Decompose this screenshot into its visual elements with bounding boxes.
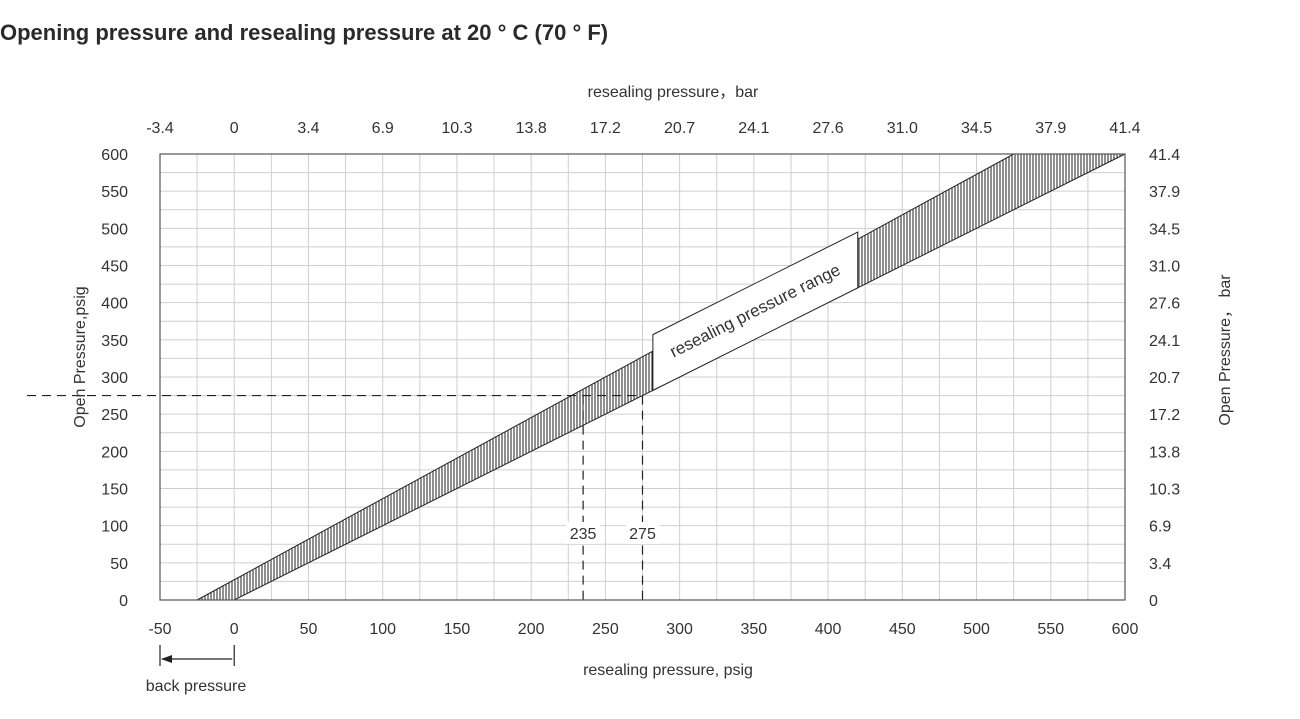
x-tick-label: 350 <box>740 621 767 638</box>
x-tick-label: 200 <box>518 621 545 638</box>
y-right-tick-label: 20.7 <box>1149 370 1180 387</box>
x-top-tick-label: 17.2 <box>590 120 621 137</box>
y-tick-label: 200 <box>101 444 128 461</box>
tick-labels: -50 0 50 100 150 200 250 300 350 400 450 500 550 600-… <box>72 84 1234 695</box>
x-top-tick-label: 37.9 <box>1035 120 1066 137</box>
y-tick-label: 550 <box>101 184 128 201</box>
x-top-tick-label: -3.4 <box>146 120 174 137</box>
x-tick-label: 150 <box>444 621 471 638</box>
plot-border <box>159 153 1126 601</box>
x-top-tick-label: 6.9 <box>372 120 394 137</box>
label-bg <box>566 522 601 544</box>
x-tick-label: 400 <box>815 621 842 638</box>
x-top-tick-label: 24.1 <box>738 120 769 137</box>
band-label: resealing pressure range <box>667 260 844 361</box>
y-right-tick-label: 31.0 <box>1149 259 1180 276</box>
x-tick-label: 300 <box>666 621 693 638</box>
y-right-tick-label: 24.1 <box>1149 333 1180 350</box>
x-axis-title: resealing pressure, psig <box>583 662 753 679</box>
axes <box>159 153 1126 601</box>
x-tick-label: 500 <box>963 621 990 638</box>
x-top-tick-label: 31.0 <box>887 120 918 137</box>
y-tick-label: 350 <box>101 333 128 350</box>
y-right-tick-label: 10.3 <box>1149 482 1180 499</box>
y-right-tick-label: 27.6 <box>1149 296 1180 313</box>
y-tick-label: 600 <box>101 147 128 164</box>
back-pressure-label: back pressure <box>146 678 247 695</box>
x-top-tick-label: 13.8 <box>516 120 547 137</box>
resealing-min-label: 235 <box>570 526 597 543</box>
y-right-tick-label: 0 <box>1149 593 1158 610</box>
x-top-tick-label: 41.4 <box>1109 120 1140 137</box>
y-right-tick-label: 6.9 <box>1149 519 1171 536</box>
x-top-tick-label: 20.7 <box>664 120 695 137</box>
y-tick-label: 100 <box>101 519 128 536</box>
y-tick-label: 500 <box>101 221 128 238</box>
x-top-axis-title: resealing pressure，bar <box>588 84 759 101</box>
x-tick-label: 50 <box>300 621 318 638</box>
resealing-max-label: 275 <box>629 526 656 543</box>
x-top-tick-label: 10.3 <box>441 120 472 137</box>
x-top-tick-label: 34.5 <box>961 120 992 137</box>
x-tick-label: 100 <box>369 621 396 638</box>
y-tick-label: 450 <box>101 259 128 276</box>
y-tick-label: 50 <box>110 556 128 573</box>
x-top-tick-label: 0 <box>230 120 239 137</box>
x-tick-label: -50 <box>148 621 171 638</box>
y-right-axis-title: Open Pressure， bar <box>1217 274 1234 426</box>
x-tick-label: 550 <box>1037 621 1064 638</box>
y-right-tick-label: 17.2 <box>1149 407 1180 424</box>
x-tick-label: 0 <box>230 621 239 638</box>
y-tick-label: 400 <box>101 296 128 313</box>
x-top-tick-label: 3.4 <box>297 120 319 137</box>
x-tick-label: 450 <box>889 621 916 638</box>
back-pressure-arrow-head <box>161 655 172 663</box>
y-right-tick-label: 13.8 <box>1149 444 1180 461</box>
y-right-tick-label: 3.4 <box>1149 556 1171 573</box>
x-top-tick-label: 27.6 <box>813 120 844 137</box>
label-bg <box>625 522 660 544</box>
chart-title: Opening pressure and resealing pressure … <box>0 20 609 45</box>
reference-lines: 235 275 <box>27 394 660 600</box>
y-right-tick-label: 41.4 <box>1149 147 1180 164</box>
grid <box>159 153 1126 601</box>
y-tick-label: 0 <box>119 593 128 610</box>
y-tick-label: 250 <box>101 407 128 424</box>
y-tick-label: 150 <box>101 482 128 499</box>
band-label-window <box>652 231 859 392</box>
y-tick-label: 300 <box>101 370 128 387</box>
x-tick-label: 250 <box>592 621 619 638</box>
y-right-tick-label: 37.9 <box>1149 184 1180 201</box>
y-right-tick-label: 34.5 <box>1149 221 1180 238</box>
x-tick-label: 600 <box>1112 621 1139 638</box>
y-axis-title: Open Pressure,psig <box>72 286 89 427</box>
